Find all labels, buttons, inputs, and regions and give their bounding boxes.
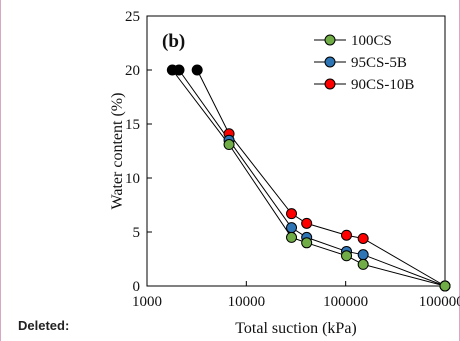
x-tick-label: 100000 (323, 294, 368, 310)
data-point (341, 229, 353, 241)
data-point (286, 231, 298, 243)
y-axis-title: Water content (%) (109, 93, 126, 210)
initial-point (191, 64, 203, 76)
data-point (439, 280, 451, 292)
series-line (178, 69, 446, 287)
margin-note: Deleted: (18, 318, 70, 333)
x-axis-title: Total suction (kPa) (235, 320, 357, 337)
data-point (357, 258, 369, 270)
y-tick-label: 5 (133, 225, 141, 241)
y-tick-label: 10 (125, 171, 140, 187)
data-point (301, 237, 313, 249)
legend-label: 95CS-5B (351, 55, 407, 71)
series-line (196, 69, 446, 287)
initial-point (173, 64, 185, 76)
y-tick-label: 25 (125, 9, 140, 25)
legend-marker (324, 34, 336, 46)
legend-marker (324, 56, 336, 68)
data-point (341, 250, 353, 262)
data-point (286, 222, 298, 234)
data-point (301, 217, 313, 229)
x-tick-label: 1000 (132, 294, 162, 310)
data-point (223, 139, 235, 151)
y-tick-label: 20 (125, 63, 140, 79)
y-tick-label: 15 (125, 117, 140, 133)
x-tick-label: 10000 (228, 294, 266, 310)
plot-area (146, 15, 446, 287)
panel-label: (b) (162, 31, 185, 52)
legend-label: 100CS (351, 33, 392, 49)
data-point (357, 232, 369, 244)
data-point (286, 208, 298, 220)
legend-label: 90CS-10B (351, 77, 414, 93)
y-tick-label: 0 (133, 279, 141, 295)
legend-marker (324, 78, 336, 90)
data-point (357, 249, 369, 261)
